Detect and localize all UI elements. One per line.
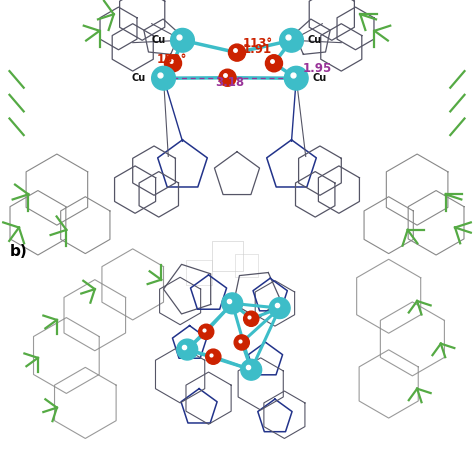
Circle shape (164, 55, 182, 72)
Circle shape (152, 66, 175, 90)
Circle shape (171, 28, 194, 52)
Text: Cu: Cu (312, 73, 327, 83)
Circle shape (177, 339, 198, 360)
Circle shape (222, 293, 243, 314)
Circle shape (228, 44, 246, 61)
Circle shape (284, 66, 308, 90)
Text: 1.91: 1.91 (243, 43, 272, 55)
Circle shape (206, 349, 221, 365)
Circle shape (199, 324, 214, 339)
Circle shape (219, 69, 236, 86)
Text: Cu: Cu (131, 73, 146, 83)
Circle shape (244, 311, 259, 326)
Text: Cu: Cu (152, 35, 166, 46)
Text: 113°: 113° (243, 36, 273, 50)
Circle shape (280, 28, 303, 52)
Circle shape (269, 298, 290, 319)
Text: 1.95: 1.95 (302, 62, 332, 75)
Circle shape (234, 335, 249, 350)
Circle shape (241, 359, 262, 380)
Text: 3.18: 3.18 (216, 76, 245, 89)
Circle shape (265, 55, 283, 72)
Text: 159°: 159° (156, 53, 187, 66)
Text: b): b) (9, 244, 27, 259)
Text: Cu: Cu (308, 35, 322, 46)
